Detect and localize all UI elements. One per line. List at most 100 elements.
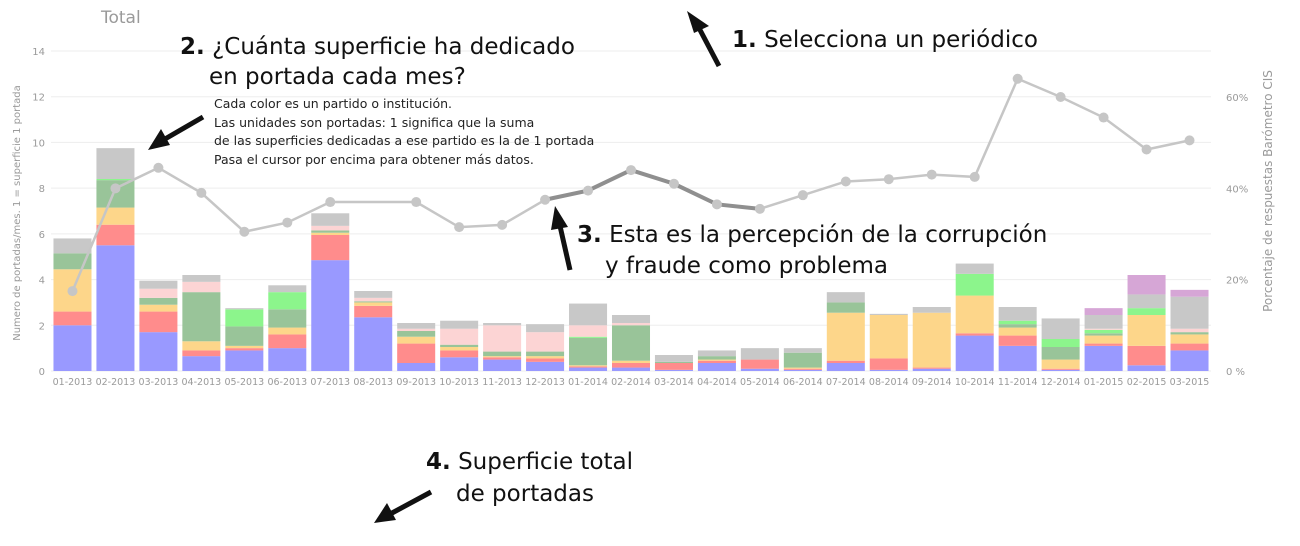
bar-segment — [311, 260, 350, 371]
y2-axis-label: Porcentaje de respuestas Barómetro CIS — [1261, 70, 1275, 312]
cis-point — [1184, 135, 1195, 146]
bar-segment — [397, 336, 436, 344]
bar-segment — [182, 350, 221, 357]
bar-segment — [1127, 365, 1166, 371]
bar-segment — [697, 350, 736, 357]
chart-panel: 0 2 4 6 8 10 12 14 0 % 20% 40% 60% Numero de portada… — [12, 8, 1275, 388]
bar-segment — [1041, 339, 1080, 347]
x-tick-label: 09-2013 — [396, 377, 436, 388]
chart-title: Total — [101, 8, 141, 28]
bar-segment — [955, 335, 994, 371]
bar-segment — [1041, 368, 1080, 370]
bar-segment — [826, 302, 865, 313]
bar-segment — [483, 323, 522, 326]
cis-point — [1098, 112, 1109, 123]
bar-segment — [1041, 369, 1080, 371]
bar-segment — [611, 360, 651, 363]
bar-segment — [1170, 343, 1209, 351]
bar-segment — [740, 359, 779, 369]
bar-segment — [783, 352, 822, 368]
bar-segment — [1170, 289, 1209, 297]
bar-segment — [826, 360, 865, 363]
bar-segment — [182, 275, 221, 282]
cis-line-highlight — [544, 167, 761, 211]
bar-segment — [1127, 294, 1166, 309]
y-tick-label: 4 — [39, 276, 45, 287]
help-text: Cada color es un partido o institución. … — [214, 95, 594, 169]
bar-segment — [96, 179, 135, 181]
bar-segment — [225, 345, 264, 349]
bar-segment — [440, 344, 479, 347]
cis-point — [540, 194, 551, 205]
bar-segment — [397, 343, 436, 363]
bar-segment — [311, 235, 350, 261]
bar-segment — [955, 273, 994, 296]
bar-segment — [526, 358, 565, 362]
y2-tick-label: 20% — [1226, 276, 1248, 287]
bar-segment — [697, 363, 736, 371]
cis-point — [454, 222, 465, 233]
annotation-3-line2: y fraude como problema — [605, 253, 888, 279]
y-tick-label: 0 — [39, 367, 45, 378]
bar-segment — [1127, 345, 1166, 366]
bar-segment — [955, 295, 994, 334]
cis-point — [497, 219, 508, 230]
bar-segment — [225, 348, 264, 351]
x-tick-label: 04-2013 — [182, 377, 222, 388]
bar-segment — [998, 327, 1037, 336]
cis-point — [926, 169, 937, 180]
bar-segment — [354, 317, 393, 371]
bar-segment — [397, 363, 436, 371]
x-tick-label: 03-2015 — [1170, 377, 1210, 388]
line-layer — [67, 73, 1195, 297]
bar-segment — [955, 333, 994, 336]
bar-segment — [268, 327, 307, 335]
annotation-3-number: 3. — [577, 222, 602, 248]
x-tick-label: 08-2014 — [869, 377, 909, 388]
cis-point — [711, 199, 722, 210]
x-tick-label: 12-2013 — [525, 377, 565, 388]
cis-point — [196, 187, 207, 198]
bar-segment — [783, 367, 822, 369]
bar-segment — [182, 292, 221, 342]
bar-segment — [1041, 318, 1080, 339]
bar-segment — [139, 311, 178, 333]
bar-segment — [1127, 308, 1166, 315]
x-tick-label: 02-2015 — [1127, 377, 1167, 388]
bar-segment — [397, 323, 436, 329]
lower-panel — [0, 400, 1300, 546]
bar-segment — [526, 324, 565, 333]
bar-segment — [53, 325, 92, 371]
bar-segment — [912, 312, 951, 368]
x-tick-label: 01-2014 — [568, 377, 608, 388]
bar-segment — [1084, 335, 1123, 344]
bar-segment — [697, 359, 736, 361]
annotation-1-text: Selecciona un periódico — [764, 27, 1038, 53]
bar-segment — [569, 367, 608, 371]
bar-segment — [1084, 345, 1123, 371]
help-line: Pasa el cursor por encima para obtener m… — [214, 151, 534, 167]
bar-segment — [869, 313, 908, 315]
help-line: de las superficies dedicadas a ese parti… — [214, 133, 595, 148]
bar-segment — [1170, 332, 1209, 335]
x-tick-label: 03-2014 — [654, 377, 694, 388]
bar-segment — [569, 366, 608, 368]
y2-tick-label: 60% — [1226, 93, 1248, 104]
bar-segment — [1170, 296, 1209, 329]
cis-point — [67, 286, 78, 297]
bar-segment — [569, 337, 608, 366]
bar-segment — [440, 357, 479, 371]
cis-point — [969, 171, 980, 182]
bar-segment — [611, 325, 651, 361]
bar-segment — [1127, 275, 1166, 295]
bar-segment — [483, 357, 522, 360]
bar-segment — [96, 224, 135, 246]
bar-segment — [526, 351, 565, 357]
y-axis-label: Numero de portadas/mes. 1 = superficie 1… — [12, 85, 23, 341]
x-tick-label: 07-2014 — [826, 377, 866, 388]
cis-point — [840, 176, 851, 187]
bar-segment — [182, 341, 221, 351]
bar-segment — [783, 369, 822, 371]
x-tick-label: 08-2013 — [353, 377, 393, 388]
cis-point — [1012, 73, 1023, 84]
